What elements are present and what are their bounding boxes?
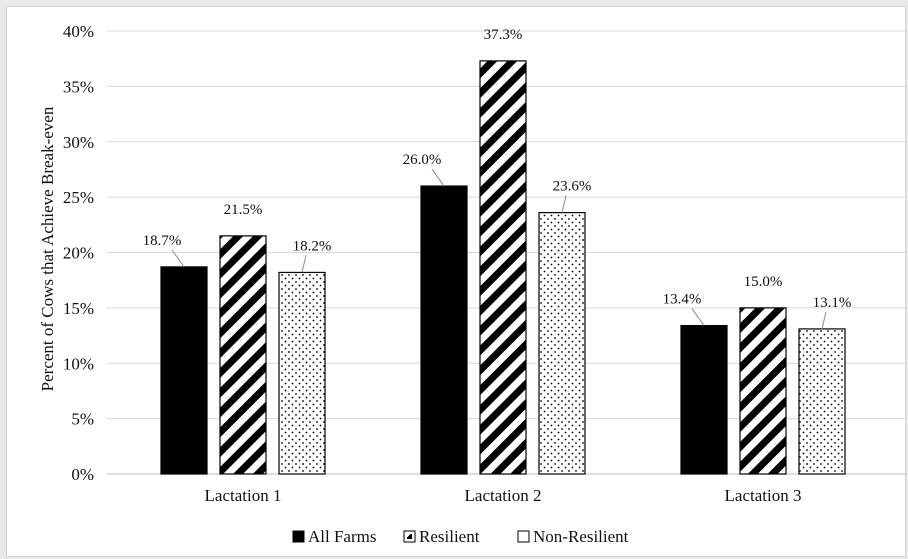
bar-chart: 0% 5% 10% 15% 20% 25% 30% 35% 40% Lactation 1 18.7… — [38, 22, 907, 546]
x-category-label: Lactation 3 — [725, 486, 802, 505]
data-label-leader — [561, 195, 567, 213]
y-tick-label: 10% — [63, 354, 94, 373]
data-label-leader — [821, 311, 827, 330]
bar-non-resilient — [798, 328, 846, 475]
bar-all-farms — [420, 185, 468, 475]
data-label-leader — [301, 255, 307, 273]
legend-label: Non-Resilient — [533, 527, 629, 546]
y-tick-label: 15% — [63, 299, 94, 318]
bar-resilient — [739, 307, 787, 475]
y-tick-label: 40% — [63, 22, 94, 41]
chart-frame: 0% 5% 10% 15% 20% 25% 30% 35% 40% Lactation 1 18.7… — [6, 6, 907, 557]
bar-resilient — [479, 60, 527, 475]
data-label-leader — [691, 308, 705, 326]
data-label-leader — [171, 249, 185, 268]
bar-all-farms — [160, 266, 208, 475]
y-tick-label: 25% — [63, 188, 94, 207]
y-tick-label: 20% — [63, 244, 94, 263]
y-axis-label: Percent of Cows that Achieve Break-even — [38, 106, 57, 391]
y-tick-label: 35% — [63, 77, 94, 96]
bar-resilient — [219, 235, 267, 475]
x-category-label: Lactation 2 — [465, 486, 542, 505]
data-label: 21.5% — [224, 202, 263, 218]
legend-label: Resilient — [419, 527, 480, 546]
data-label: 13.1% — [813, 295, 852, 311]
data-label-leader — [431, 168, 445, 187]
legend-swatch-pattern — [407, 534, 412, 539]
data-label: 18.7% — [143, 233, 182, 249]
y-tick-label: 30% — [63, 133, 94, 152]
legend-swatch — [292, 530, 305, 543]
data-label: 23.6% — [553, 179, 592, 195]
data-label: 37.3% — [484, 27, 523, 43]
legend-label: All Farms — [308, 527, 376, 546]
data-label: 15.0% — [744, 274, 783, 290]
y-tick-label: 0% — [71, 465, 94, 484]
data-label: 26.0% — [403, 152, 442, 168]
x-category-label: Lactation 1 — [205, 486, 282, 505]
bar-non-resilient — [538, 212, 586, 475]
bar-non-resilient — [278, 271, 326, 475]
y-tick-label: 5% — [71, 410, 94, 429]
data-label: 13.4% — [663, 292, 702, 308]
data-label: 18.2% — [293, 238, 332, 254]
bar-all-farms — [680, 324, 728, 475]
legend-swatch — [517, 530, 530, 543]
